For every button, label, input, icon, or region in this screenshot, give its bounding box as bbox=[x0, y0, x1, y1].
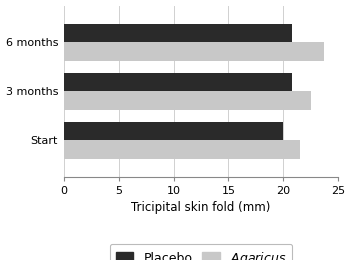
Bar bbox=[64, 73, 292, 91]
Bar bbox=[64, 121, 283, 140]
Bar bbox=[64, 42, 324, 61]
Bar bbox=[64, 24, 292, 42]
X-axis label: Tricipital skin fold (mm): Tricipital skin fold (mm) bbox=[131, 202, 271, 214]
Legend: Placebo, $\it{Agaricus}$: Placebo, $\it{Agaricus}$ bbox=[110, 244, 292, 260]
Bar bbox=[64, 140, 300, 159]
Bar bbox=[64, 91, 311, 110]
